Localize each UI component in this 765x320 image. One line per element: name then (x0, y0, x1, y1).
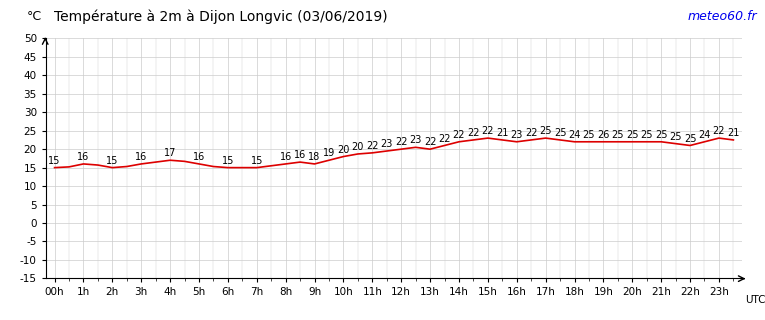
Text: 15: 15 (106, 156, 119, 166)
Text: meteo60.fr: meteo60.fr (688, 10, 757, 23)
Text: 18: 18 (308, 152, 321, 162)
Text: 25: 25 (583, 130, 595, 140)
Text: 21: 21 (496, 128, 509, 138)
Text: 22: 22 (438, 134, 451, 144)
Text: 22: 22 (482, 126, 494, 136)
Text: 19: 19 (323, 148, 335, 158)
Text: 16: 16 (279, 152, 291, 162)
Text: 16: 16 (135, 152, 148, 162)
Text: 22: 22 (713, 126, 725, 136)
Text: 22: 22 (467, 128, 480, 138)
Text: 15: 15 (251, 156, 263, 166)
Text: 25: 25 (554, 128, 566, 138)
Text: 15: 15 (222, 156, 234, 166)
Text: 20: 20 (337, 145, 350, 155)
Text: Température à 2m à Dijon Longvic (03/06/2019): Température à 2m à Dijon Longvic (03/06/… (54, 10, 387, 24)
Text: 22: 22 (424, 137, 436, 147)
Text: 25: 25 (655, 130, 667, 140)
Text: 26: 26 (597, 130, 610, 140)
Text: 15: 15 (48, 156, 60, 166)
Text: 25: 25 (640, 130, 653, 140)
Text: 25: 25 (669, 132, 682, 142)
Text: UTC: UTC (745, 295, 765, 305)
Text: 22: 22 (453, 130, 465, 140)
Text: 21: 21 (728, 128, 740, 138)
Text: °C: °C (27, 10, 42, 23)
Text: 23: 23 (409, 135, 422, 146)
Text: 25: 25 (611, 130, 624, 140)
Text: 22: 22 (525, 128, 538, 138)
Text: 25: 25 (626, 130, 639, 140)
Text: 25: 25 (684, 134, 696, 144)
Text: 24: 24 (568, 130, 581, 140)
Text: 16: 16 (294, 150, 306, 160)
Text: 23: 23 (510, 130, 523, 140)
Text: 20: 20 (352, 142, 364, 152)
Text: 24: 24 (698, 130, 711, 140)
Text: 25: 25 (539, 126, 552, 136)
Text: 22: 22 (366, 141, 379, 151)
Text: 23: 23 (380, 139, 393, 149)
Text: 16: 16 (77, 152, 90, 162)
Text: 17: 17 (164, 148, 176, 158)
Text: 22: 22 (395, 137, 408, 147)
Text: 16: 16 (193, 152, 205, 162)
